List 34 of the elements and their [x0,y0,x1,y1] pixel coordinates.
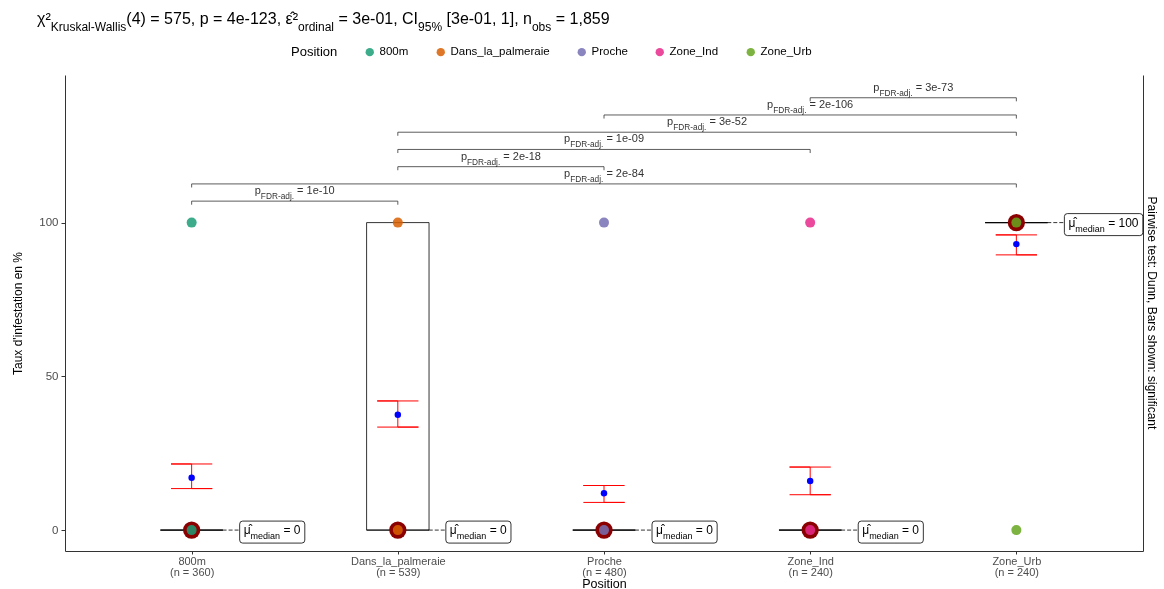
legend-label: Dans_la_palmeraie [450,45,550,58]
legend-label: Zone_Urb [760,45,812,58]
legend-label: Proche [591,45,628,58]
annotation: μ̂$_{median}$ = 0 [449,523,507,542]
text: Pairwise test: Dunn, Bars shown: significant [1145,196,1159,431]
x-tick-label: 800m (n = 360) [169,554,215,578]
y-tick-label: 50 [45,369,59,382]
x-tick-label: Proche (n = 480) [582,554,627,578]
point [600,489,608,497]
annotation: μ̂$_{median}$ = 0 [656,523,714,542]
point [394,411,402,419]
point [188,474,195,482]
chart-title: χ²$_{Kruskal-Wallis}$(4) = 575, p = 4e-123, ε̂²$_{ordinal}$ = 3e-01, CI$_{95%}$ [3e-01, 1], n$_{obs}$ = 1,859 [37,10,610,34]
legend-label: Zone_Ind [669,45,719,58]
annotation: μ̂$_{median}$ = 100 [1068,215,1139,234]
annotation: p$_{FDR-adj.}$ = 2e-106 [767,97,854,115]
annotation: p$_{FDR-adj.}$ = 3e-52 [667,115,748,133]
x-tick-label: Zone_Urb (n = 240) [992,554,1042,578]
annotation: p$_{FDR-adj.}$ = 2e-18 [460,149,541,167]
annotation: μ̂$_{median}$ = 0 [862,523,920,542]
annotation: μ̂$_{median}$ = 0 [243,523,301,542]
legend-label: 800m [379,45,409,58]
annotation: p$_{FDR-adj.}$ = 2e-84 [564,166,644,184]
annotation: p$_{FDR-adj.}$ = 1e-10 [254,184,335,202]
y-axis-title: Taux d'infestation en % [11,251,26,376]
x-tick-label: Dans_la_palmeraie (n = 539) [350,554,446,578]
y-tick-label: 100 [39,216,59,229]
x-tick-label: Zone_Ind (n = 240) [787,554,834,578]
y-tick-label: 0 [52,523,59,536]
point [1013,240,1020,248]
annotation: p$_{FDR-adj.}$ = 1e-09 [564,132,644,150]
annotation: p$_{FDR-adj.}$ = 3e-73 [873,80,954,98]
legend-title: Position [291,44,338,59]
point [392,217,403,228]
